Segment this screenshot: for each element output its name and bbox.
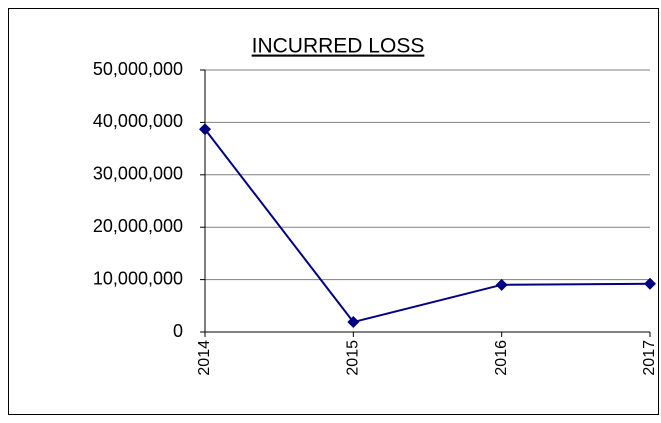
series-line <box>204 128 651 324</box>
y-tick-label: 20,000,000 <box>93 216 183 236</box>
x-tick-label: 2017 <box>641 340 658 376</box>
point-marker <box>347 316 360 329</box>
y-tick-label: 30,000,000 <box>93 164 183 184</box>
point-marker <box>644 277 656 290</box>
chart-title: INCURRED LOSS <box>252 35 425 58</box>
point-marker <box>199 123 211 136</box>
x-tick-label: 2015 <box>345 340 362 376</box>
chart-border <box>8 8 659 415</box>
y-tick-label: 0 <box>173 321 183 341</box>
y-tick-label: 40,000,000 <box>93 111 183 131</box>
x-tick-label: 2016 <box>493 340 510 376</box>
point-marker <box>495 278 508 291</box>
y-tick-label: 10,000,000 <box>93 268 183 288</box>
x-tick-label: 2014 <box>196 340 213 376</box>
y-tick-label: 50,000,000 <box>93 59 183 79</box>
